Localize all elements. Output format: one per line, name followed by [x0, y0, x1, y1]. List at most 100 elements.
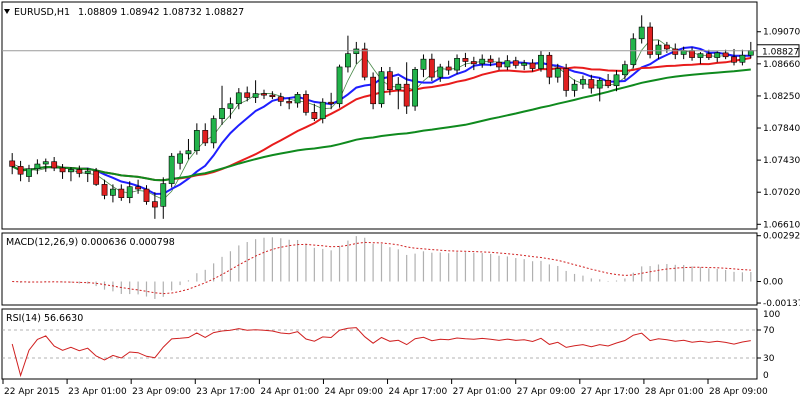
candle-body — [596, 79, 603, 89]
x-tick-label: 23 Apr 09:00 — [132, 387, 191, 397]
candle-body — [739, 54, 746, 63]
candle-body — [353, 48, 360, 54]
current-price-label: 1.08827 — [762, 47, 799, 57]
candle-body — [101, 184, 108, 196]
candle-body — [252, 93, 259, 98]
candle-body — [605, 79, 612, 87]
candle-body — [244, 92, 251, 98]
candle-body — [412, 69, 418, 107]
candle-body — [361, 48, 368, 78]
candle-body — [546, 54, 553, 78]
candle-body — [126, 186, 133, 198]
candle-body — [445, 66, 452, 71]
x-tick-label: 27 Apr 09:00 — [517, 387, 576, 397]
candle-body — [588, 79, 595, 89]
x-tick-label: 28 Apr 09:00 — [709, 387, 768, 397]
candle-body — [277, 96, 284, 102]
moving-average-line-3 — [11, 68, 751, 182]
rsi-y-tick-label: 0 — [763, 371, 769, 381]
candle-body — [143, 188, 150, 202]
x-tick-label: 24 Apr 17:00 — [389, 387, 448, 397]
price-panel: 1.09070 1.08660 1.08250 1.07840 1.07430 1.070… — [1, 1, 800, 230]
candle-body — [504, 60, 511, 68]
candle-body — [345, 53, 351, 68]
candle-body — [705, 53, 712, 58]
candle-body — [647, 26, 653, 55]
candle-body — [672, 48, 679, 55]
candle-body — [26, 168, 32, 177]
candle-body — [437, 66, 444, 78]
candle-body — [479, 58, 486, 65]
collapse-triangle-icon[interactable] — [4, 9, 10, 14]
rsi-y-tick-label: 70 — [763, 326, 775, 336]
x-tick-label: 22 Apr 2015 — [4, 387, 60, 397]
macd-y-tick-label: 0.00 — [763, 278, 783, 288]
candle-body — [529, 62, 536, 69]
price-y-tick-label: 1.07020 — [763, 188, 800, 198]
candle-body — [219, 108, 225, 119]
candle-body — [454, 58, 460, 71]
candle-body — [76, 169, 83, 174]
candle-body — [428, 58, 435, 78]
candle-body — [689, 50, 695, 58]
candle-body — [403, 83, 410, 107]
candle-body — [622, 64, 628, 76]
candle-body — [34, 163, 41, 170]
candle-body — [512, 60, 519, 66]
candle-body — [462, 58, 469, 62]
candle-body — [294, 94, 301, 104]
current-price-box — [756, 44, 800, 58]
candle-body — [663, 44, 670, 50]
macd-y-tick-label: -0.001375 — [763, 299, 800, 309]
candle-body — [177, 153, 183, 164]
candle-body — [714, 52, 721, 58]
candle-body — [193, 130, 200, 152]
candle-body — [655, 44, 662, 55]
macd-panel: 0.002927 0.00 -0.001375 — [1, 232, 800, 309]
ohlc-readout: 1.08809 1.08942 1.08732 1.08827 — [78, 7, 244, 18]
candle-body — [496, 61, 502, 68]
x-tick-label: 27 Apr 17:00 — [581, 387, 640, 397]
candle-body — [17, 166, 24, 175]
candle-body — [336, 66, 343, 105]
rsi-line — [11, 327, 751, 378]
price-frame — [1, 1, 758, 230]
rsi-y-tick-label: 30 — [763, 354, 775, 364]
candle-body — [638, 26, 645, 40]
price-y-tick-label: 1.08250 — [763, 92, 800, 102]
x-tick-label: 27 Apr 01:00 — [453, 387, 512, 397]
candle-body — [378, 71, 385, 105]
rsi-panel: 100 70 30 0 — [1, 308, 780, 381]
candle-body — [210, 118, 217, 144]
candle-body — [697, 53, 704, 58]
candle-body — [613, 74, 620, 87]
candle-body — [370, 76, 377, 105]
candle-body — [151, 201, 158, 208]
rsi-frame — [1, 308, 758, 380]
rsi-title: RSI(14) 56.6630 — [6, 313, 83, 324]
x-tick-label: 24 Apr 01:00 — [260, 387, 319, 397]
price-y-tick-label: 1.09070 — [763, 28, 800, 38]
candle-body — [135, 186, 141, 190]
candle-body — [395, 83, 402, 90]
price-y-tick-label: 1.07840 — [763, 124, 800, 134]
x-tick-label: 23 Apr 01:00 — [68, 387, 127, 397]
candle-body — [93, 170, 100, 185]
candle-body — [386, 71, 393, 90]
candle-body — [731, 56, 737, 63]
candle-body — [51, 161, 58, 169]
candle-body — [118, 188, 125, 198]
candle-body — [59, 167, 66, 173]
candle-body — [303, 94, 309, 113]
candle-body — [202, 130, 209, 144]
candle-body — [311, 112, 318, 119]
candle-body — [286, 101, 293, 104]
candle-body — [160, 183, 167, 207]
x-tick-label: 24 Apr 09:00 — [324, 387, 383, 397]
candle-body — [42, 161, 49, 165]
price-y-tick-label: 1.08660 — [763, 60, 800, 70]
candle-body — [538, 54, 544, 69]
candle-body — [319, 101, 326, 119]
candle-body — [227, 103, 234, 109]
